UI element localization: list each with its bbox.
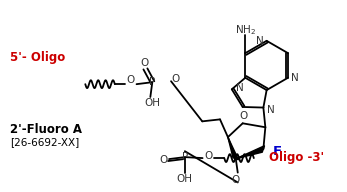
Text: O: O	[232, 175, 240, 185]
Text: NH$_2$: NH$_2$	[235, 24, 256, 37]
Text: OH: OH	[144, 98, 160, 108]
Text: [26-6692-XX]: [26-6692-XX]	[10, 137, 80, 147]
Text: F: F	[273, 145, 282, 158]
Text: N: N	[291, 73, 299, 83]
Text: O: O	[159, 155, 167, 165]
Text: Oligo -3': Oligo -3'	[269, 151, 324, 164]
Text: P: P	[182, 152, 188, 162]
Text: P: P	[149, 77, 155, 87]
Text: O: O	[239, 111, 248, 121]
Polygon shape	[236, 146, 264, 159]
Text: 5'- Oligo: 5'- Oligo	[10, 51, 66, 64]
Text: O: O	[204, 151, 213, 161]
Text: OH: OH	[177, 174, 193, 184]
Text: O: O	[140, 59, 149, 69]
Text: 2'-Fluoro A: 2'-Fluoro A	[10, 123, 82, 136]
Text: N: N	[256, 36, 264, 46]
Text: O: O	[172, 74, 180, 84]
Text: N: N	[268, 104, 275, 114]
Polygon shape	[228, 137, 238, 160]
Text: N: N	[236, 83, 244, 93]
Text: O: O	[127, 75, 135, 85]
